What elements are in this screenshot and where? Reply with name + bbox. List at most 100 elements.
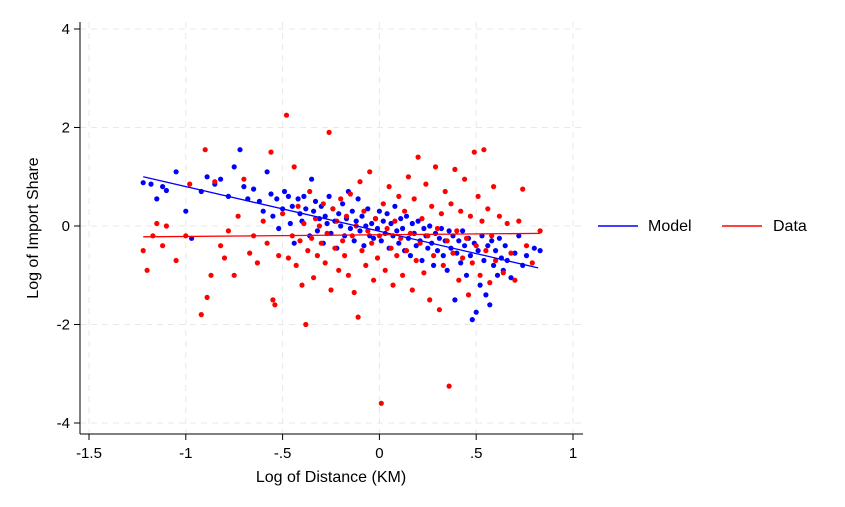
point-data xyxy=(359,248,365,254)
point-model xyxy=(380,218,386,224)
point-data xyxy=(328,287,334,293)
point-model xyxy=(365,206,371,212)
point-model xyxy=(326,193,332,199)
point-model xyxy=(493,248,499,254)
point-model xyxy=(154,196,160,202)
y-tick-label: 2 xyxy=(62,120,70,137)
point-data xyxy=(436,307,442,313)
point-model xyxy=(268,191,274,197)
x-tick-label: -1 xyxy=(179,445,192,462)
point-model xyxy=(460,228,466,234)
point-data xyxy=(218,243,224,249)
point-data xyxy=(529,260,535,266)
point-data xyxy=(371,277,377,283)
point-data xyxy=(537,228,543,234)
point-data xyxy=(386,184,392,190)
point-data xyxy=(432,164,439,170)
point-data xyxy=(442,188,448,195)
x-tick-label: 0 xyxy=(375,445,383,462)
legend-label-model: Model xyxy=(648,218,692,235)
point-model xyxy=(427,223,433,229)
y-tick-label: -2 xyxy=(57,317,70,334)
point-data xyxy=(204,294,210,300)
point-data xyxy=(512,277,518,283)
point-data xyxy=(392,218,398,224)
point-data xyxy=(272,302,278,308)
axes xyxy=(79,22,583,435)
point-model xyxy=(400,225,406,232)
point-model xyxy=(477,282,483,288)
point-data xyxy=(311,275,317,281)
point-data xyxy=(332,245,338,251)
point-data xyxy=(460,255,466,261)
point-data xyxy=(221,255,228,261)
point-data xyxy=(247,250,253,256)
point-data xyxy=(314,253,320,259)
point-model xyxy=(369,220,375,227)
point-model xyxy=(398,216,404,222)
legend: Model Data xyxy=(598,218,807,235)
point-data xyxy=(202,147,208,153)
point-data xyxy=(400,272,406,278)
point-model xyxy=(289,203,295,209)
point-data xyxy=(372,216,379,222)
point-model xyxy=(409,220,415,227)
point-data xyxy=(173,257,179,264)
point-model xyxy=(491,262,497,268)
y-tick-label: 4 xyxy=(62,21,70,38)
point-data xyxy=(276,253,282,259)
point-data xyxy=(413,257,419,264)
point-model xyxy=(512,250,518,256)
point-model xyxy=(303,206,309,212)
point-data xyxy=(374,255,381,261)
point-data xyxy=(160,243,166,249)
point-model xyxy=(340,201,346,207)
point-data xyxy=(299,282,305,288)
point-data xyxy=(458,208,464,214)
fit-line-data xyxy=(143,232,541,238)
point-data xyxy=(465,292,472,298)
point-data xyxy=(454,228,460,234)
point-data xyxy=(283,112,290,118)
point-data xyxy=(198,312,204,318)
point-data xyxy=(363,262,369,268)
point-model xyxy=(322,213,328,219)
point-model xyxy=(438,225,444,232)
point-data xyxy=(231,272,237,278)
ticks: -1.5 -1 -.5 0 .5 1 -4 -2 0 2 4 xyxy=(57,21,578,462)
point-data xyxy=(338,196,344,202)
point-model xyxy=(483,292,489,298)
point-model xyxy=(419,257,425,264)
point-model xyxy=(140,180,146,186)
point-model xyxy=(270,213,276,219)
point-data xyxy=(411,196,417,202)
point-data xyxy=(367,169,373,175)
point-data xyxy=(225,228,231,234)
point-model xyxy=(452,297,458,303)
point-data xyxy=(496,213,502,219)
point-model xyxy=(260,208,266,214)
point-model xyxy=(431,262,437,268)
point-model xyxy=(324,220,330,227)
point-model xyxy=(173,169,179,175)
point-model xyxy=(231,164,237,170)
point-data xyxy=(438,211,444,217)
point-model xyxy=(456,238,462,244)
point-model xyxy=(489,238,495,244)
point-data xyxy=(394,253,400,259)
point-model xyxy=(264,169,270,175)
point-model xyxy=(204,174,210,180)
point-model xyxy=(415,218,421,224)
point-model xyxy=(287,220,293,227)
point-data xyxy=(208,272,214,278)
point-model xyxy=(183,208,189,214)
point-data xyxy=(301,220,307,227)
point-data xyxy=(434,225,441,232)
point-data xyxy=(309,235,315,241)
point-data xyxy=(440,262,446,268)
point-model xyxy=(425,245,431,251)
point-data xyxy=(504,220,510,227)
point-model xyxy=(432,230,439,236)
point-data xyxy=(340,238,346,244)
point-data xyxy=(187,181,193,187)
